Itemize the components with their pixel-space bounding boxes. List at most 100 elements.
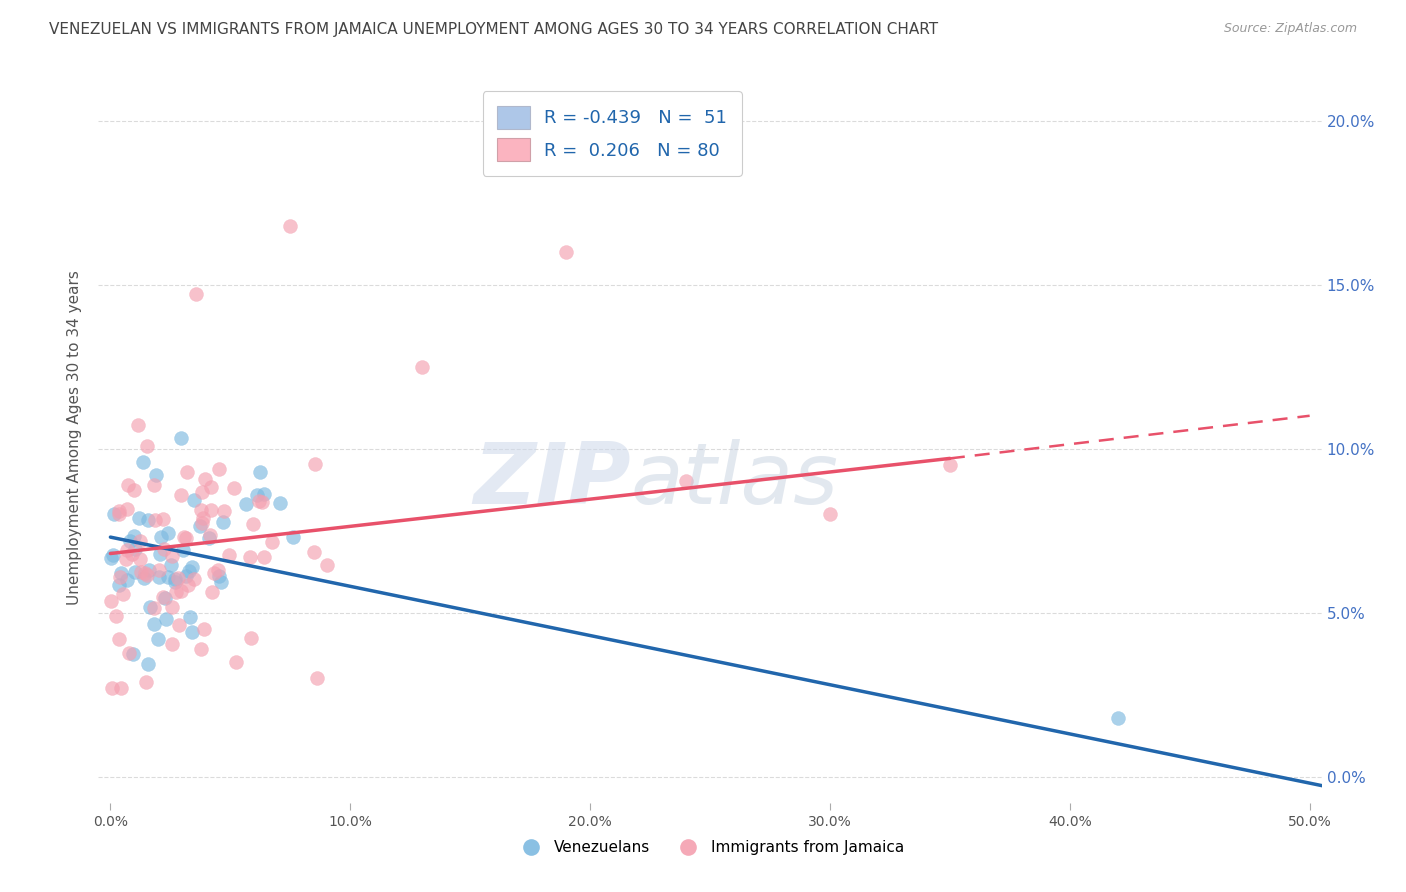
Point <box>212 504 235 518</box>
Point <box>222 481 245 495</box>
Point <box>134 566 156 580</box>
Point <box>107 508 129 522</box>
Point <box>163 574 186 589</box>
Point <box>148 570 170 584</box>
Point <box>111 586 134 600</box>
Point <box>124 483 146 497</box>
Point <box>122 529 145 543</box>
Point <box>202 566 225 580</box>
Point <box>170 488 193 502</box>
Point <box>190 503 212 517</box>
Point <box>136 439 159 453</box>
Point <box>136 657 159 671</box>
Point <box>269 495 291 509</box>
Point <box>304 457 326 471</box>
Point <box>165 584 187 599</box>
Point <box>235 497 257 511</box>
Point <box>211 515 233 529</box>
Point <box>100 550 122 565</box>
Point <box>149 547 172 561</box>
Point <box>177 564 200 578</box>
Point <box>145 468 167 483</box>
Point <box>200 480 222 494</box>
Point <box>1107 710 1129 724</box>
Point <box>155 612 177 626</box>
Point <box>114 552 136 566</box>
Point <box>129 552 152 566</box>
Point <box>132 571 155 585</box>
Point <box>411 359 433 374</box>
Point <box>170 431 193 445</box>
Point <box>194 472 217 486</box>
Point <box>191 484 214 499</box>
Point <box>193 622 215 636</box>
Point <box>104 608 127 623</box>
Point <box>174 568 197 582</box>
Point <box>128 511 150 525</box>
Point <box>304 545 326 559</box>
Point <box>246 488 269 502</box>
Point <box>143 477 166 491</box>
Point <box>225 655 247 669</box>
Point <box>118 647 141 661</box>
Point <box>242 516 264 531</box>
Point <box>179 610 201 624</box>
Point <box>818 507 841 521</box>
Point <box>162 599 184 614</box>
Point <box>190 516 212 531</box>
Point <box>180 625 202 640</box>
Point <box>253 550 276 565</box>
Point <box>939 458 962 472</box>
Point <box>239 549 262 564</box>
Point <box>129 533 152 548</box>
Point <box>115 501 138 516</box>
Point <box>108 632 131 647</box>
Point <box>247 494 270 508</box>
Point <box>135 567 157 582</box>
Point <box>156 570 179 584</box>
Legend: Venezuelans, Immigrants from Jamaica: Venezuelans, Immigrants from Jamaica <box>509 834 911 861</box>
Point <box>150 530 173 544</box>
Point <box>207 563 229 577</box>
Point <box>103 508 125 522</box>
Point <box>159 558 181 572</box>
Point <box>209 575 232 590</box>
Point <box>253 487 276 501</box>
Y-axis label: Unemployment Among Ages 30 to 34 years: Unemployment Among Ages 30 to 34 years <box>67 269 83 605</box>
Point <box>169 618 191 632</box>
Point <box>156 526 179 541</box>
Point <box>153 591 176 606</box>
Point <box>555 244 578 259</box>
Point <box>136 513 159 527</box>
Point <box>101 681 124 695</box>
Point <box>135 674 157 689</box>
Point <box>200 503 222 517</box>
Point <box>124 565 146 579</box>
Point <box>250 494 273 508</box>
Point <box>260 534 283 549</box>
Point <box>173 530 195 544</box>
Point <box>240 631 263 645</box>
Point <box>138 563 160 577</box>
Point <box>127 418 149 433</box>
Point <box>117 477 139 491</box>
Point <box>129 565 152 579</box>
Text: VENEZUELAN VS IMMIGRANTS FROM JAMAICA UNEMPLOYMENT AMONG AGES 30 TO 34 YEARS COR: VENEZUELAN VS IMMIGRANTS FROM JAMAICA UN… <box>49 22 938 37</box>
Point <box>198 532 221 546</box>
Point <box>208 462 231 476</box>
Point <box>138 600 160 615</box>
Point <box>153 541 176 556</box>
Point <box>181 559 204 574</box>
Point <box>152 590 174 604</box>
Point <box>121 547 143 561</box>
Point <box>177 578 200 592</box>
Point <box>174 531 197 545</box>
Point <box>120 533 142 548</box>
Point <box>124 541 146 556</box>
Point <box>249 465 271 479</box>
Point <box>176 465 198 479</box>
Point <box>188 519 211 533</box>
Point <box>148 563 170 577</box>
Point <box>200 528 222 542</box>
Point <box>172 543 194 558</box>
